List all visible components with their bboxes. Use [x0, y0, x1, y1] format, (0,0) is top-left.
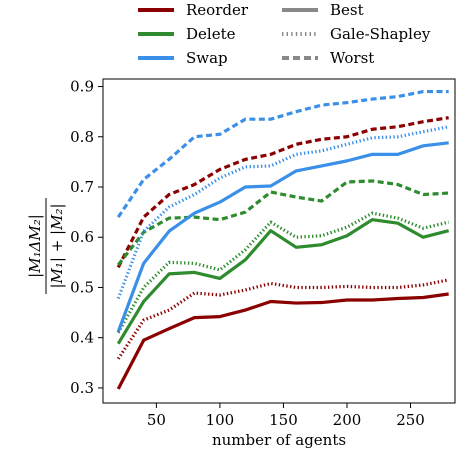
x-tick-label: 150: [269, 411, 298, 429]
y-axis-ticks: 0.3 0.4 0.5 0.6 0.7 0.8 0.9: [70, 78, 103, 397]
series-line-reorder-best: [116, 292, 449, 390]
y-tick-label: 0.5: [70, 278, 94, 296]
x-axis-ticks: 50 100 150 200 250: [147, 403, 425, 429]
x-axis-label: number of agents: [212, 431, 346, 449]
legend-label-delete: Delete: [186, 25, 236, 43]
y-tick-label: 0.4: [70, 329, 94, 347]
legend-label-reorder: Reorder: [186, 1, 249, 19]
plot-frame: [102, 78, 456, 404]
y-label-numerator: |M₁ΔM₂|: [26, 214, 44, 278]
legend-label-best: Best: [330, 1, 364, 19]
series-line-swap-gale-shapley: [116, 125, 449, 300]
series-line-delete-best: [116, 218, 450, 345]
y-label-denominator: |M₁| + |M₂|: [48, 203, 66, 288]
x-tick-label: 50: [147, 411, 166, 429]
legend-label-worst: Worst: [330, 49, 374, 67]
legend-label-swap: Swap: [186, 49, 228, 67]
series-line-swap-worst: [116, 89, 449, 219]
y-tick-label: 0.9: [70, 78, 94, 96]
y-tick-label: 0.7: [70, 178, 94, 196]
legend-label-gale-shapley: Gale-Shapley: [330, 25, 431, 43]
series-line-swap-best: [116, 141, 449, 333]
y-tick-label: 0.8: [70, 128, 94, 146]
plot-lines: [116, 89, 450, 390]
series-line-reorder-worst: [116, 116, 449, 269]
x-tick-label: 250: [396, 411, 425, 429]
series-line-delete-gale-shapley: [116, 211, 450, 334]
x-tick-label: 200: [333, 411, 362, 429]
series-line-delete-worst: [116, 179, 449, 266]
y-axis-label: |M₁ΔM₂| |M₁| + |M₂|: [26, 198, 66, 294]
y-tick-label: 0.3: [70, 379, 94, 397]
y-tick-label: 0.6: [70, 228, 94, 246]
x-tick-label: 100: [206, 411, 235, 429]
series-line-reorder-gale-shapley: [116, 278, 449, 360]
legend: Reorder Delete Swap Best Gale-Shapley Worst: [138, 1, 431, 67]
